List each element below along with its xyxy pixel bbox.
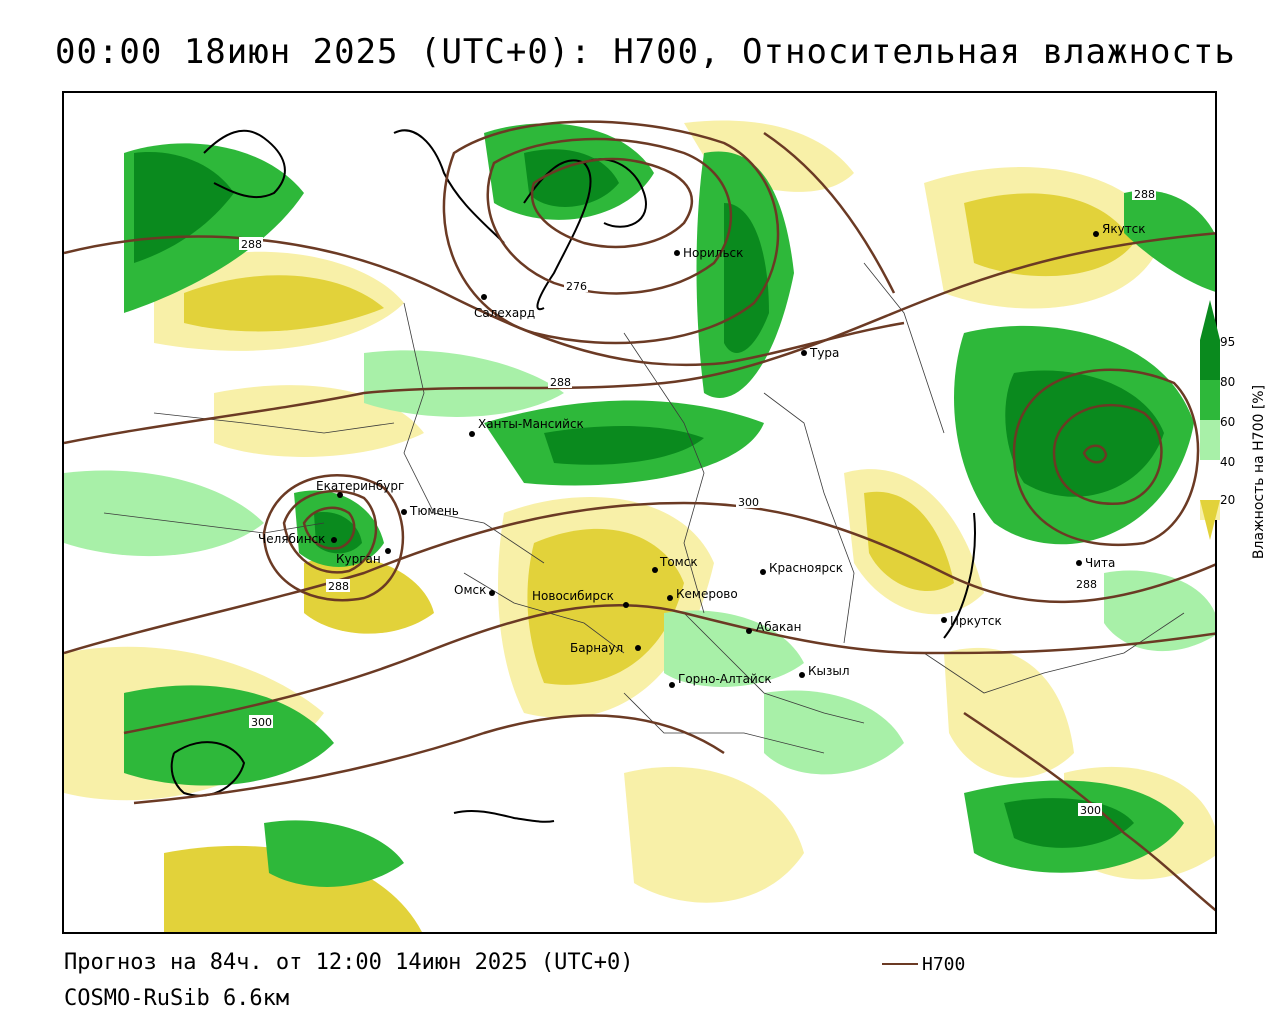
svg-text:Тюмень: Тюмень xyxy=(409,504,459,518)
city-krasnoyarsk[interactable]: Красноярск xyxy=(760,561,843,575)
svg-text:288: 288 xyxy=(1134,188,1155,201)
svg-text:Кемерово: Кемерово xyxy=(676,587,738,601)
city-chita[interactable]: Чита xyxy=(1076,556,1115,570)
svg-text:288: 288 xyxy=(328,580,349,593)
city-norilsk[interactable]: Норильск xyxy=(674,246,743,260)
svg-text:Тура: Тура xyxy=(809,346,839,360)
city-chelyabinsk[interactable]: Челябинск xyxy=(258,532,337,546)
svg-text:Томск: Томск xyxy=(659,555,698,569)
city-kurgan[interactable]: Курган xyxy=(336,548,391,566)
humidity-colorbar xyxy=(1200,300,1220,544)
colorbar-tick-80: 80 xyxy=(1220,375,1236,389)
isoline-label: 288 xyxy=(326,579,350,593)
svg-text:Чита: Чита xyxy=(1085,556,1115,570)
isoline-labels: 288 288 288 300 300 276 xyxy=(239,187,1156,817)
city-irkutsk[interactable]: Иркутск xyxy=(941,614,1002,628)
colorbar-tick-95: 95 xyxy=(1220,335,1236,349)
svg-text:Абакан: Абакан xyxy=(756,620,801,634)
city-tomsk[interactable]: Томск xyxy=(652,555,698,573)
svg-text:Екатеринбург: Екатеринбург xyxy=(316,479,404,493)
svg-text:Якутск: Якутск xyxy=(1102,222,1146,236)
svg-text:288: 288 xyxy=(241,238,262,251)
isoline-label: 288 xyxy=(239,237,263,251)
svg-text:300: 300 xyxy=(738,496,759,509)
svg-text:Иркутск: Иркутск xyxy=(950,614,1002,628)
svg-text:300: 300 xyxy=(1080,804,1101,817)
page-title: 00:00 18июн 2025 (UTC+0): H700, Относите… xyxy=(55,32,1236,72)
city-tyumen[interactable]: Тюмень xyxy=(401,504,459,518)
isoline-label: 300 xyxy=(249,715,273,729)
isoline-label: 288 xyxy=(548,375,572,389)
colorbar-tick-40: 40 xyxy=(1220,455,1236,469)
map-canvas: 288 288 288 300 300 276 xyxy=(64,93,1215,932)
svg-text:Омск: Омск xyxy=(454,583,486,597)
isoline-label: 300 xyxy=(736,495,760,509)
weather-map[interactable]: 288 288 288 300 300 276 xyxy=(62,91,1217,934)
colorbar-tick-20: 20 xyxy=(1220,493,1236,507)
city-novosibirsk[interactable]: Новосибирск xyxy=(532,589,629,608)
h700-legend-line xyxy=(882,963,918,965)
city-abakan[interactable]: Абакан xyxy=(746,620,801,634)
humidity-field xyxy=(64,93,1215,932)
city-tura[interactable]: Тура xyxy=(801,346,839,360)
svg-text:Новосибирск: Новосибирск xyxy=(532,589,614,603)
colorbar-tick-60: 60 xyxy=(1220,415,1236,429)
city-yakutsk[interactable]: Якутск xyxy=(1093,222,1146,237)
svg-text:Красноярск: Красноярск xyxy=(769,561,843,575)
city-kemerovo[interactable]: Кемерово xyxy=(667,587,738,601)
city-salekhard[interactable]: Салехард xyxy=(474,294,535,320)
model-info: COSMO-RuSib 6.6км xyxy=(64,986,290,1011)
isoline-label: 288 xyxy=(1074,577,1098,591)
forecast-info: Прогноз на 84ч. от 12:00 14июн 2025 (UTC… xyxy=(64,950,634,975)
svg-text:Барнаул: Барнаул xyxy=(570,641,623,655)
svg-text:Горно-Алтайск: Горно-Алтайск xyxy=(678,672,772,686)
svg-text:Салехард: Салехард xyxy=(474,306,535,320)
city-omsk[interactable]: Омск xyxy=(454,583,495,597)
svg-text:Кызыл: Кызыл xyxy=(808,664,850,678)
svg-text:Ханты-Мансийск: Ханты-Мансийск xyxy=(478,417,584,431)
svg-text:300: 300 xyxy=(251,716,272,729)
city-kyzyl[interactable]: Кызыл xyxy=(799,664,850,678)
city-gorno-altaysk[interactable]: Горно-Алтайск xyxy=(669,672,772,688)
svg-text:Челябинск: Челябинск xyxy=(258,532,325,546)
h700-legend-label: H700 xyxy=(922,954,966,975)
isoline-label: 288 xyxy=(1132,187,1156,201)
region-borders xyxy=(103,262,1185,754)
svg-text:Курган: Курган xyxy=(336,552,381,566)
svg-text:276: 276 xyxy=(566,280,587,293)
svg-text:Норильск: Норильск xyxy=(683,246,743,260)
isoline-label: 276 xyxy=(564,279,588,293)
cities: Норильск Салехард Тура Якутск Ханты-Манс… xyxy=(258,222,1146,688)
city-yekaterinburg[interactable]: Екатеринбург xyxy=(316,479,404,498)
svg-text:288: 288 xyxy=(550,376,571,389)
isoline-label: 300 xyxy=(1078,803,1102,817)
city-khanty-mansiysk[interactable]: Ханты-Мансийск xyxy=(469,417,584,437)
colorbar-label: Влажность на H700 [%] xyxy=(1251,384,1267,560)
isolines xyxy=(64,120,1215,912)
city-barnaul[interactable]: Барнаул xyxy=(570,641,641,655)
svg-text:288: 288 xyxy=(1076,578,1097,591)
